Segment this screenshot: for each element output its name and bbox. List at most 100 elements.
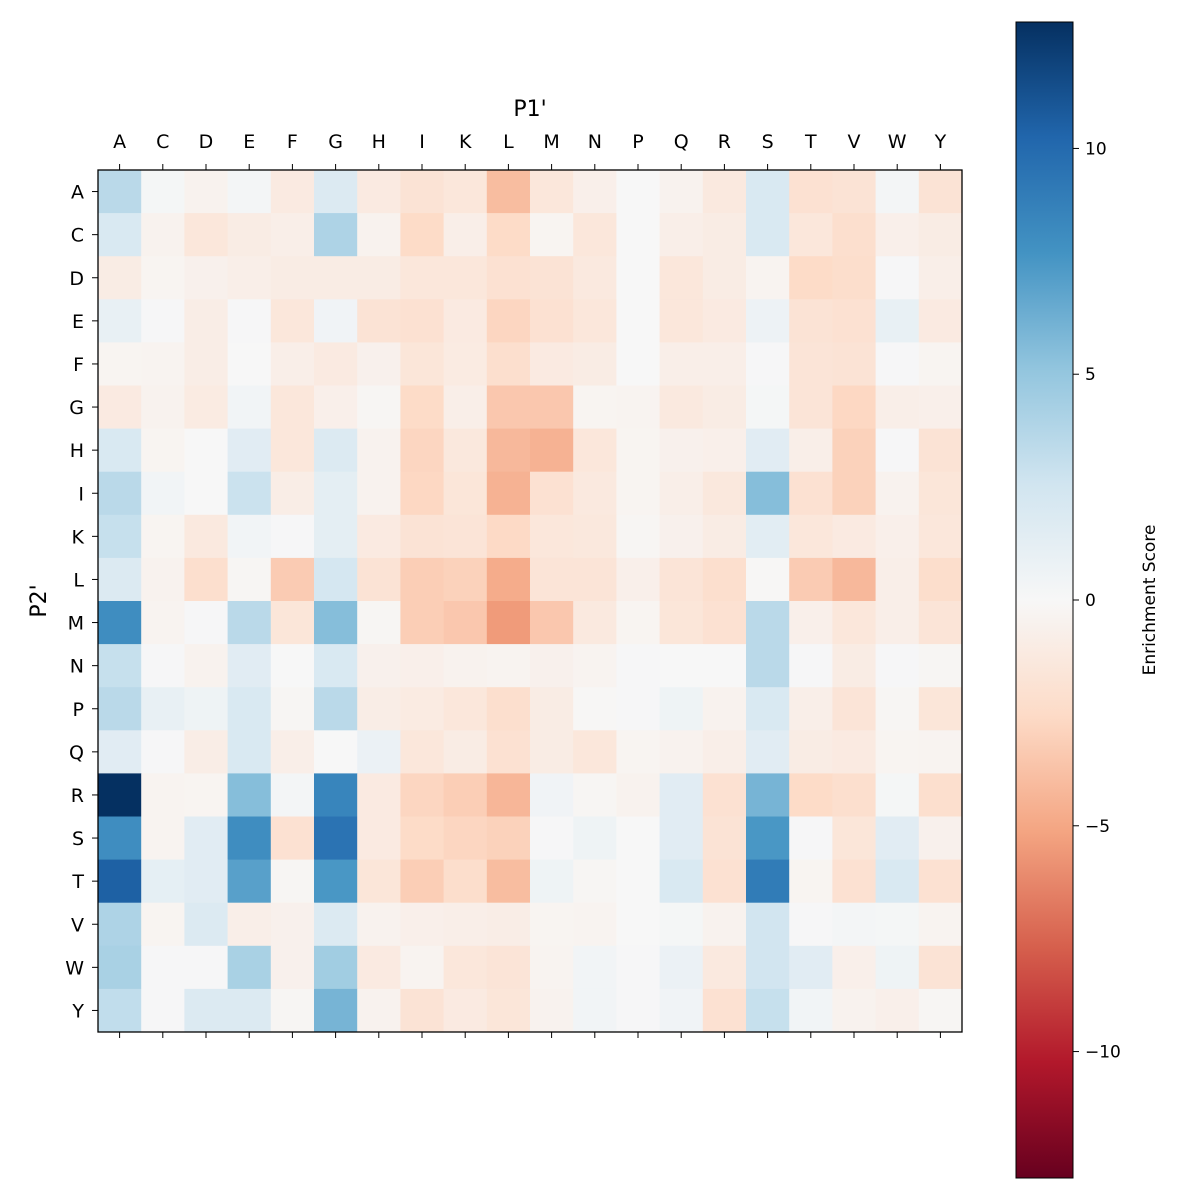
heatmap-cell-Q-W [875,730,920,774]
heatmap-cell-Y-C [141,988,185,1033]
heatmap-cell-Q-K [443,730,488,774]
heatmap-cell-S-F [270,816,315,861]
colorbar-tick-label: 5 [1085,365,1096,385]
heatmap-cell-E-Q [659,299,704,343]
heatmap-cell-A-E [227,170,272,214]
heatmap-cell-F-Y [918,342,963,386]
heatmap-cell-K-T [789,514,833,559]
heatmap-cell-K-H [357,514,401,559]
heatmap-cell-E-D [184,299,229,343]
heatmap-cell-M-V [832,601,877,645]
x-tick-label: L [503,131,514,153]
heatmap-cell-A-Q [659,170,704,214]
heatmap-cell-C-Y [918,213,963,257]
y-tick-label: P [73,699,84,721]
heatmap-cell-E-K [443,299,488,343]
heatmap-cell-Q-D [184,730,229,774]
heatmap-cell-V-D [184,902,229,947]
heatmap-cell-Y-Q [659,988,704,1033]
heatmap-cell-D-V [832,256,877,300]
heatmap-cell-M-E [227,601,272,645]
heatmap-cell-D-H [357,256,401,300]
heatmap-cell-V-T [789,902,833,947]
heatmap-cell-D-W [875,256,920,300]
heatmap-cell-C-A [98,213,142,257]
heatmap-cells [98,170,963,1033]
heatmap-cell-R-C [141,773,185,817]
heatmap-cell-M-W [875,601,920,645]
heatmap-cell-H-R [702,428,747,473]
heatmap-cell-F-A [98,342,142,386]
heatmap-cell-K-S [746,514,790,559]
heatmap-cell-N-L [486,644,531,688]
x-tick-label: E [243,131,255,153]
heatmap-cell-F-C [141,342,185,386]
heatmap-cell-N-S [746,644,790,688]
heatmap-cell-E-Y [918,299,963,343]
heatmap-cell-L-F [270,557,315,602]
heatmap-cell-R-H [357,773,401,817]
heatmap-cell-Q-M [530,730,574,774]
heatmap-cell-F-S [746,342,790,386]
heatmap-cell-V-F [270,902,315,947]
heatmap-cell-V-V [832,902,877,947]
heatmap-cell-N-Y [918,644,963,688]
heatmap-cell-W-S [746,945,790,990]
heatmap-cell-S-Q [659,816,704,861]
heatmap-cell-M-P [616,601,661,645]
heatmap-cell-S-V [832,816,877,861]
heatmap-cell-N-P [616,644,661,688]
heatmap-cell-K-N [573,514,617,559]
colorbar-tick-label: 0 [1085,591,1096,611]
x-tick-label: I [419,131,425,153]
heatmap-cell-S-A [98,816,142,861]
heatmap-cell-T-I [400,859,445,904]
colorbar [1015,21,1074,1179]
heatmap-cell-Y-H [357,988,401,1033]
heatmap-cell-R-I [400,773,445,817]
heatmap-cell-K-I [400,514,445,559]
heatmap-cell-H-A [98,428,142,473]
heatmap-cell-W-W [875,945,920,990]
x-tick-label: W [888,131,907,153]
colorbar-ticks: 10 5 0 −5 −10 [1073,139,1121,1063]
heatmap-cell-K-C [141,514,185,559]
heatmap-cell-C-C [141,213,185,257]
heatmap-cell-G-P [616,385,661,430]
heatmap-cell-N-C [141,644,185,688]
heatmap-cell-I-G [314,471,358,516]
heatmap-cell-M-G [314,601,358,645]
heatmap-cell-W-Q [659,945,704,990]
heatmap-cell-C-Q [659,213,704,257]
heatmap-cell-K-R [702,514,747,559]
heatmap-cell-Y-I [400,988,445,1033]
x-tick-label: R [718,131,731,153]
heatmap-cell-W-M [530,945,574,990]
heatmap-cell-S-R [702,816,747,861]
heatmap-cell-G-Q [659,385,704,430]
heatmap-cell-M-S [746,601,790,645]
heatmap-cell-I-K [443,471,488,516]
heatmap-cell-Y-W [875,988,920,1033]
heatmap-cell-A-R [702,170,747,214]
y-tick-label: G [69,397,84,419]
heatmap-cell-L-K [443,557,488,602]
heatmap-cell-H-K [443,428,488,473]
heatmap-cell-F-R [702,342,747,386]
heatmap-cell-P-N [573,687,617,731]
heatmap-cell-H-C [141,428,185,473]
heatmap-cell-P-I [400,687,445,731]
heatmap-cell-K-M [530,514,574,559]
heatmap-cell-S-S [746,816,790,861]
heatmap-cell-H-P [616,428,661,473]
heatmap-cell-C-M [530,213,574,257]
heatmap-cell-W-C [141,945,185,990]
heatmap-cell-G-Y [918,385,963,430]
heatmap-cell-L-A [98,557,142,602]
heatmap-cell-P-Q [659,687,704,731]
heatmap-cell-T-H [357,859,401,904]
heatmap-cell-W-G [314,945,358,990]
heatmap-cell-S-W [875,816,920,861]
heatmap-cell-Y-F [270,988,315,1033]
heatmap-cell-N-H [357,644,401,688]
